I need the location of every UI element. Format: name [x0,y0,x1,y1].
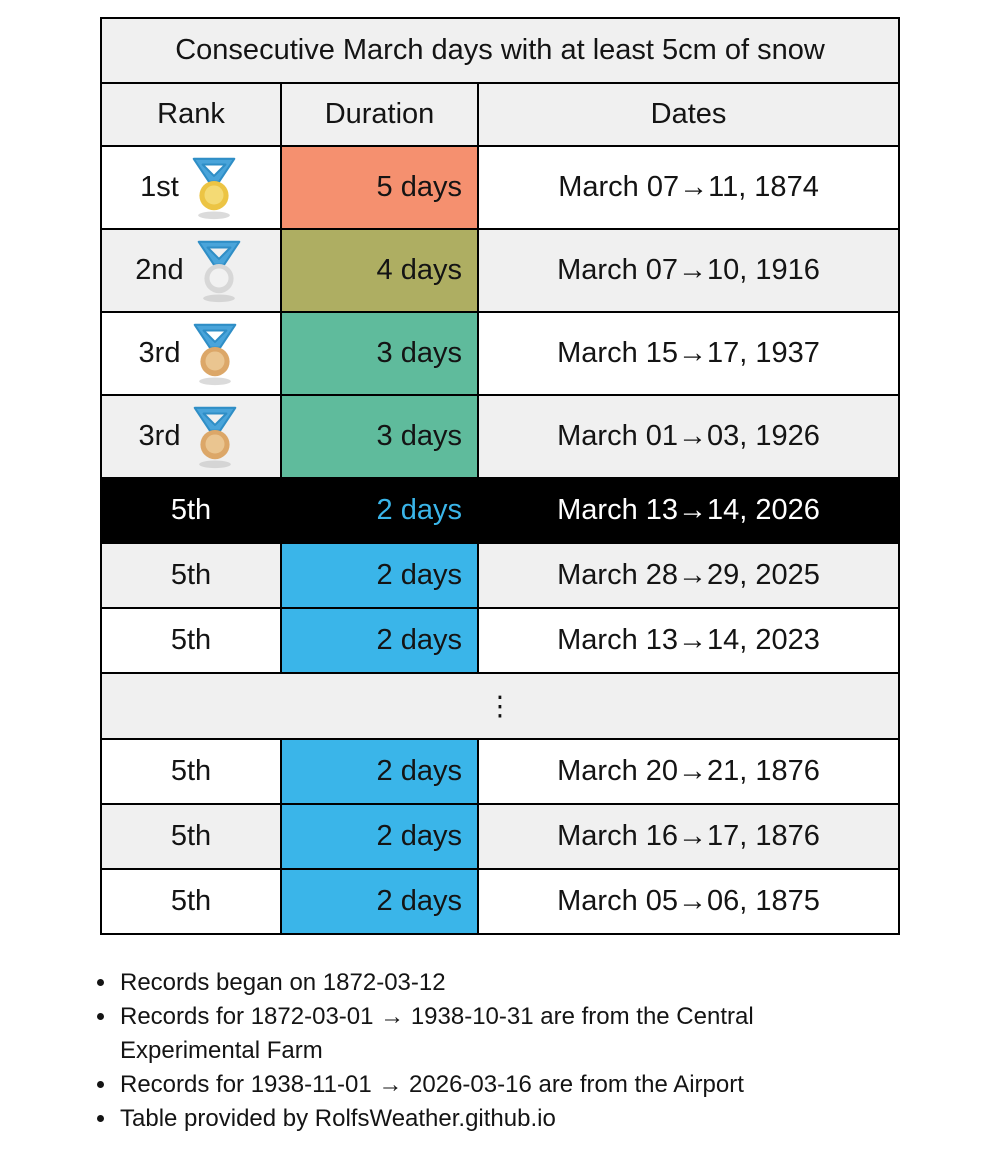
table-row: 5th 2 days March 28→29, 2025 [100,542,901,609]
table-row: 5th 2 days March 05→06, 1875 [100,868,901,935]
note-records-began: Records began on 1872-03-12 [118,966,880,1000]
gold-medal-icon [192,157,236,219]
duration-cell: 2 days [280,607,479,674]
rank-label: 3rd [138,337,181,369]
table-row: 3rd 3 days March 01→03, 1926 [100,394,901,479]
page: Consecutive March days with at least 5cm… [0,17,1000,1171]
rank-cell: 5th [100,868,282,935]
note-provided-by: Table provided by RolfsWeather.github.io [118,1102,880,1136]
duration-cell: 2 days [280,738,479,805]
note-airport: Records for 1938-11-01 → 2026-03-16 are … [118,1068,880,1102]
table-row: 1st 5 days March 07→11, 1874 [100,145,901,230]
rank-cell: 5th [100,542,282,609]
note-central-experimental-farm: Records for 1872-03-01 → 1938-10-31 are … [118,1000,880,1068]
rank-label: 1st [140,171,179,203]
rank-cell: 1st [100,145,282,230]
rank-label: 2nd [135,254,184,286]
table-row: 2nd 4 days March 07→10, 1916 [100,228,901,313]
duration-cell: 2 days [280,868,479,935]
table-row-highlighted: 5th 2 days March 13→14, 2026 [100,477,901,544]
duration-cell: 3 days [280,394,479,479]
rank-label: 3rd [138,420,181,452]
rank-cell: 3rd [100,311,282,396]
duration-cell: 2 days [280,477,479,544]
duration-cell: 2 days [280,542,479,609]
rank-cell: 5th [100,738,282,805]
ellipsis-row: ⋮ [99,672,901,740]
duration-cell: 3 days [280,311,479,396]
dates-cell: March 01→03, 1926 [476,394,901,479]
table-row: 5th 2 days March 20→21, 1876 [100,738,901,805]
column-header-dates: Dates [476,82,901,147]
header-row: Rank Duration Dates [100,82,901,147]
rank-cell: 2nd [100,228,282,313]
dates-cell: March 05→06, 1875 [476,868,901,935]
column-header-duration: Duration [280,82,479,147]
dates-cell: March 15→17, 1937 [476,311,901,396]
rank-cell: 5th [100,477,282,544]
dates-cell: March 07→11, 1874 [476,145,901,230]
rank-cell: 5th [100,803,282,870]
duration-cell: 5 days [280,145,479,230]
bronze-medal-icon [194,323,237,385]
table-row: 5th 2 days March 16→17, 1876 [100,803,901,870]
dates-cell: March 16→17, 1876 [476,803,901,870]
silver-medal-icon [197,240,241,302]
table-row: 5th 2 days March 13→14, 2023 [100,607,901,674]
bronze-medal-icon [194,406,237,468]
snow-records-table: Consecutive March days with at least 5cm… [99,17,901,935]
duration-cell: 2 days [280,803,479,870]
column-header-rank: Rank [100,82,282,147]
duration-cell: 4 days [280,228,479,313]
vertical-ellipsis: ⋮ [99,672,901,740]
rank-cell: 5th [100,607,282,674]
dates-cell: March 13→14, 2026 [476,477,901,544]
rank-cell: 3rd [100,394,282,479]
dates-cell: March 13→14, 2023 [476,607,901,674]
dates-cell: March 20→21, 1876 [476,738,901,805]
notes-list: Records began on 1872-03-12 Records for … [96,966,880,1136]
dates-cell: March 07→10, 1916 [476,228,901,313]
table-row: 3rd 3 days March 15→17, 1937 [100,311,901,396]
dates-cell: March 28→29, 2025 [476,542,901,609]
table-title: Consecutive March days with at least 5cm… [99,17,901,84]
title-row: Consecutive March days with at least 5cm… [99,17,901,84]
